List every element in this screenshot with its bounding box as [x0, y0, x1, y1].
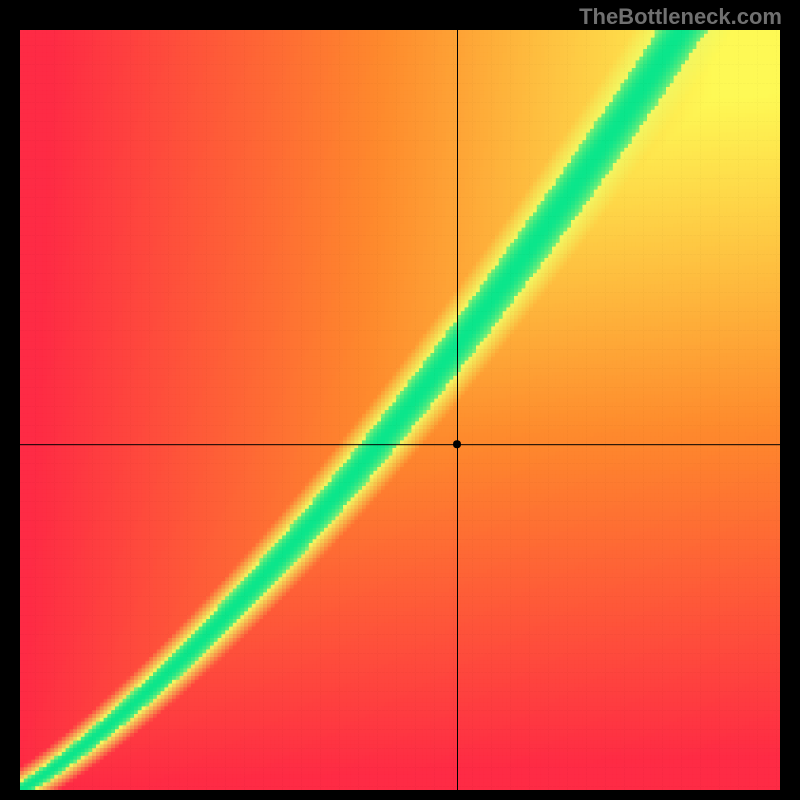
- watermark-text: TheBottleneck.com: [579, 4, 782, 30]
- chart-container: TheBottleneck.com: [0, 0, 800, 800]
- bottleneck-heatmap: [20, 30, 780, 790]
